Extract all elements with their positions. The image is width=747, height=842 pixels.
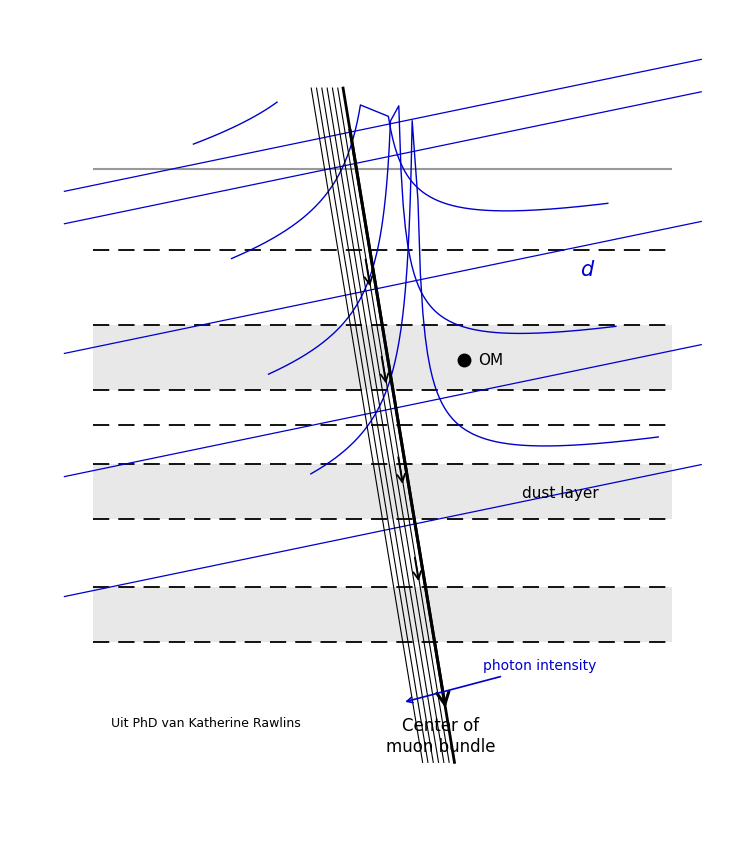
- Text: dust layer: dust layer: [522, 486, 598, 501]
- Bar: [93, 325, 672, 390]
- Bar: [93, 588, 672, 642]
- Text: photon intensity: photon intensity: [407, 659, 597, 702]
- Text: Center of
muon bundle: Center of muon bundle: [386, 717, 495, 756]
- Text: OM: OM: [478, 353, 503, 368]
- Bar: [93, 464, 672, 520]
- Text: d: d: [580, 259, 593, 280]
- Text: Uit PhD van Katherine Rawlins: Uit PhD van Katherine Rawlins: [111, 717, 300, 730]
